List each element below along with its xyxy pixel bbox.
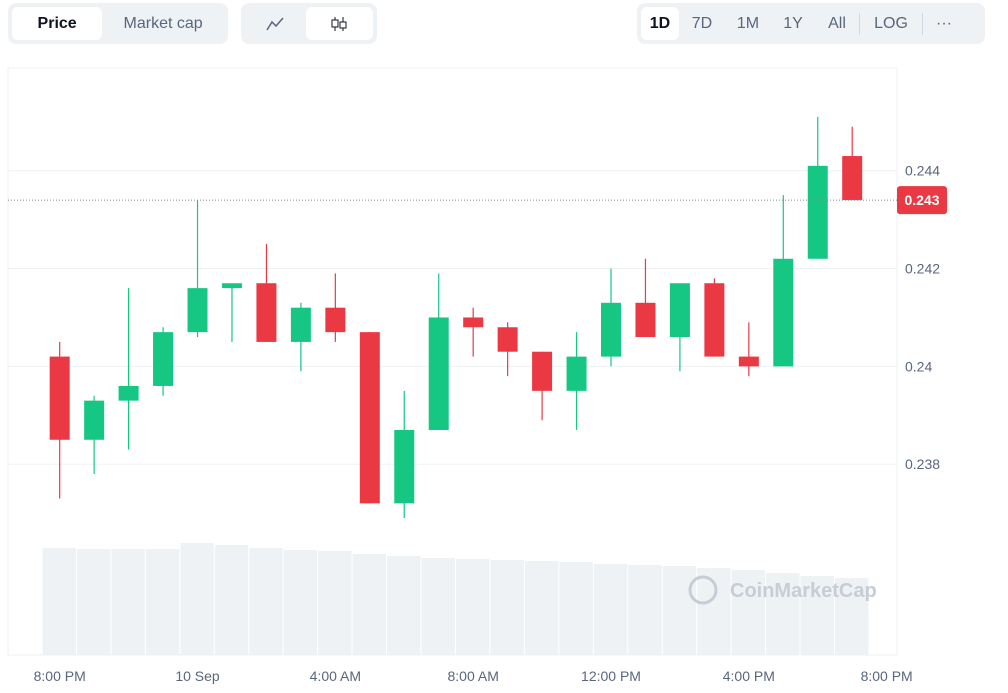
y-tick-label: 0.238 [905,456,940,472]
range-button[interactable]: 1M [736,14,760,32]
range-button[interactable]: 1Y [783,14,803,32]
range-button[interactable]: 7D [691,14,713,32]
tab-group: Price Market cap [8,3,228,44]
volume-bar [145,549,180,655]
price-label: 0.243 [904,192,939,208]
candle-body [256,283,277,342]
volume-bar [249,548,283,655]
watermark-logo [688,575,718,605]
divider [859,12,860,35]
candle-icon[interactable] [305,7,373,40]
x-tick-label: 8:00 AM [447,668,498,684]
tab[interactable]: Price [12,7,103,40]
x-tick-label: 8:00 PM [861,668,913,684]
candle-body [84,400,105,440]
volume-bar [214,545,249,655]
range-group: 1D 7D 1M 1Y All LOG ··· [637,3,985,44]
volume-bar [800,576,834,655]
volume-bar [766,573,800,655]
volume-bar [421,558,455,655]
chart-type-group [241,3,377,44]
log-button[interactable]: LOG [874,14,908,32]
candle-body [842,156,863,201]
x-tick-label: 10 Sep [175,668,220,684]
volume-bar [387,556,421,655]
volume-bar [111,549,145,655]
volume-bar [180,543,214,655]
range-button[interactable]: 1D [641,7,679,40]
volume-bar [76,549,111,655]
y-tick-label: 0.24 [905,358,932,374]
candle-body [601,302,622,357]
price-label-bg [897,186,947,215]
volume-bar [731,570,766,655]
watermark: CoinMarketCap [730,580,877,602]
volume-bar [662,566,697,655]
y-tick-label: 0.242 [905,261,940,277]
candle-body [704,283,725,357]
candle-body [118,385,139,401]
candle-body [325,307,346,333]
volume-bar [318,551,352,655]
line-icon[interactable] [245,7,306,40]
volume-bar [490,560,524,655]
candle-body [497,327,518,352]
candle-body [394,429,415,504]
x-tick-label: 12:00 PM [581,668,641,684]
volume-bar [524,561,559,655]
volume-bar [593,564,628,655]
candle-body [290,307,311,342]
candle-body [153,332,174,386]
y-tick-label: 0.244 [905,163,940,179]
volume-bar [834,578,869,655]
candle-body [359,332,380,504]
volume-bar [455,559,490,655]
candle-body [428,317,449,430]
x-tick-label: 4:00 PM [723,668,775,684]
candle-body [187,288,208,333]
volume-bar [628,565,662,655]
tab[interactable]: Market cap [123,14,203,32]
candle-body [807,165,828,259]
candle-body [49,356,70,440]
candle-body [738,356,759,367]
candle-body [773,258,794,367]
volume-bar [697,568,731,655]
volume-bar [352,554,387,655]
volume-bar [283,550,318,655]
volume-bar [559,562,593,655]
candle-body [669,283,690,338]
plot-frame [7,67,898,656]
volume-bar [42,548,76,655]
x-tick-label: 4:00 AM [310,668,361,684]
range-button[interactable]: All [828,14,846,32]
candle-body [635,302,656,338]
divider [922,12,923,35]
x-tick-label: 8:00 PM [34,668,86,684]
candle-body [566,356,587,391]
candle-body [221,283,242,289]
more-button[interactable]: ··· [936,14,952,32]
candle-body [532,351,553,391]
candle-body [463,317,484,328]
